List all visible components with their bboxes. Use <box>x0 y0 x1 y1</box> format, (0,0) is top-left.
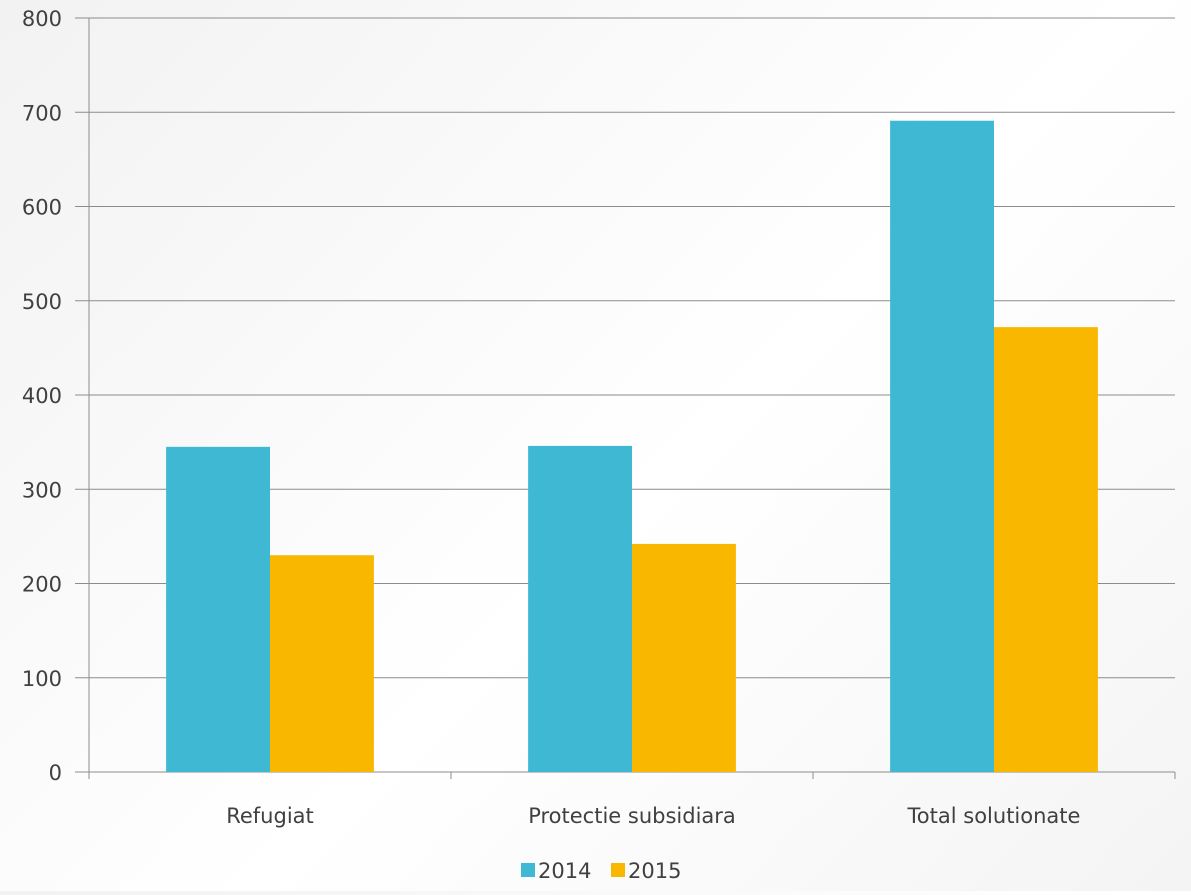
tick-labels: 0 100 200 300 400 500 600 700 800 Refugiat Protect… <box>22 7 1081 828</box>
bar-2014-0 <box>166 446 270 772</box>
legend-label-2015: 2015 <box>628 859 681 883</box>
bar-2014-1 <box>528 445 632 772</box>
y-tick-label: 0 <box>49 761 62 785</box>
y-tick-label: 500 <box>22 290 62 314</box>
y-tick-label: 600 <box>22 196 62 220</box>
x-category-label: Total solutionate <box>907 804 1081 828</box>
legend-swatch-2015 <box>611 863 625 877</box>
y-tick-label: 800 <box>22 7 62 31</box>
y-tick-label: 400 <box>22 384 62 408</box>
legend-swatch-2014 <box>521 863 535 877</box>
bar-2015-1 <box>632 543 736 772</box>
y-tick-label: 100 <box>22 667 62 691</box>
legend: 2014 2015 <box>521 859 681 883</box>
legend-label-2014: 2014 <box>538 859 591 883</box>
x-category-label: Protectie subsidiara <box>528 804 736 828</box>
y-tick-label: 700 <box>22 101 62 125</box>
x-category-label: Refugiat <box>226 804 314 828</box>
y-tick-label: 300 <box>22 478 62 502</box>
bar-2014-2 <box>890 120 994 773</box>
bar-2015-2 <box>994 327 1098 772</box>
y-tick-label: 200 <box>22 573 62 597</box>
bar-2015-0 <box>270 555 374 772</box>
bars <box>166 120 1098 773</box>
